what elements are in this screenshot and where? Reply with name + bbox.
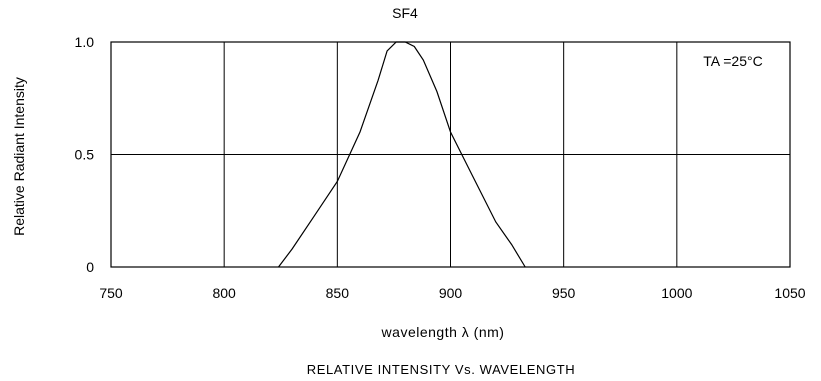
temperature-annotation: TA =25°C	[703, 53, 762, 69]
chart-caption: RELATIVE INTENSITY Vs. WAVELENGTH	[307, 362, 576, 377]
x-tick-label-900: 900	[439, 285, 463, 301]
y-tick-labels: 0 0.5 1.0	[75, 34, 95, 275]
intensity-curve	[278, 41, 526, 268]
plot-frame	[110, 41, 791, 268]
y-axis-label: Relative Radiant Intensity	[11, 77, 27, 236]
x-tick-labels: 750 800 850 900 950 1000 1050	[99, 285, 805, 301]
grid-lines	[111, 42, 790, 267]
x-tick-label-1050: 1050	[774, 285, 805, 301]
y-tick-label-0: 0	[86, 259, 94, 275]
x-tick-label-950: 950	[552, 285, 576, 301]
x-tick-label-750: 750	[99, 285, 123, 301]
x-axis-label: wavelength λ (nm)	[381, 324, 505, 340]
x-tick-label-850: 850	[326, 285, 350, 301]
x-tick-label-800: 800	[212, 285, 236, 301]
y-tick-label-1.0: 1.0	[75, 34, 95, 50]
x-tick-label-1000: 1000	[661, 285, 692, 301]
y-tick-label-0.5: 0.5	[75, 147, 95, 163]
chart-title: SF4	[392, 5, 418, 21]
